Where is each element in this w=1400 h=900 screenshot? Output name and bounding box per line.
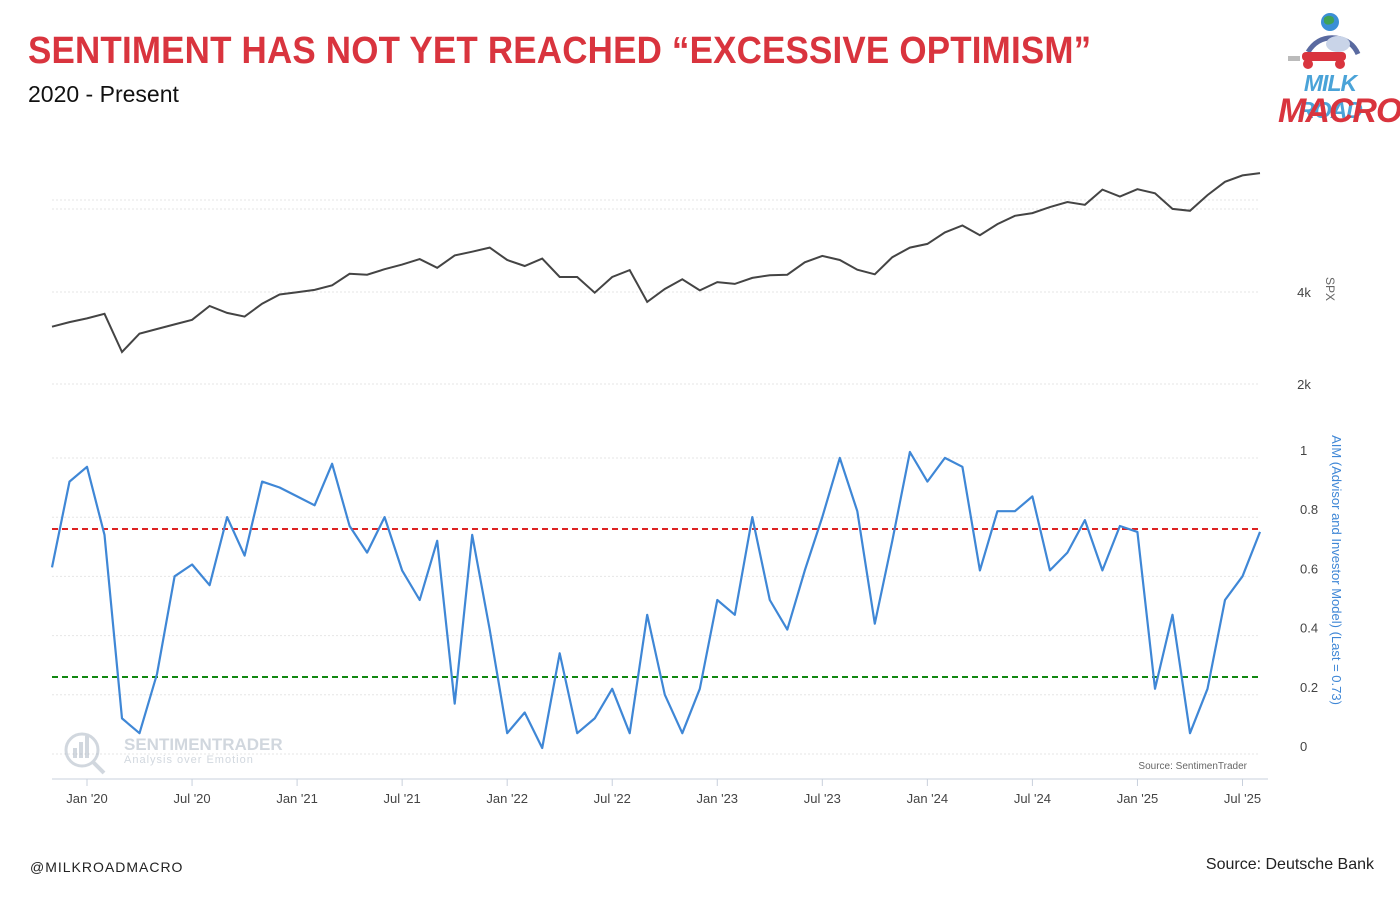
page-title: SENTIMENT HAS NOT YET REACHED “EXCESSIVE… [28, 30, 1092, 72]
aim-tick-label: 0 [1300, 739, 1307, 754]
aim-tick-label: 0.8 [1300, 502, 1318, 517]
globe-rider-logo-icon [1288, 13, 1361, 69]
spx-tick-label: 4k [1297, 285, 1311, 300]
x-tick-label: Jul '25 [1224, 791, 1261, 806]
x-axis: Jan '20 Jul '20 Jan '21 Jul '21 Jan '22 Jul '… [66, 779, 1261, 806]
x-tick-label: Jan '20 [66, 791, 108, 806]
spx-tick-label: 2k [1297, 377, 1311, 392]
aim-tick-label: 1 [1300, 443, 1307, 458]
aim-panel: 0 0.2 0.4 0.6 0.8 1 AIM (Advisor and Investor … [50, 435, 1344, 754]
logo-text-top: MILK ROAD [1298, 70, 1363, 123]
spx-axis-label: SPX [1323, 277, 1337, 301]
aim-series-line [50, 450, 1262, 750]
x-tick-label: Jan '25 [1117, 791, 1159, 806]
milk-road-macro-logo: MILK ROAD MACRO [1278, 8, 1400, 130]
logo-text-bottom: MACRO [1278, 92, 1400, 130]
watermark-name: SENTIMENTRADER [124, 735, 283, 754]
spx-series-line [51, 172, 1261, 354]
x-tick-label: Jan '22 [486, 791, 528, 806]
footer-handle: @MILKROADMACRO [30, 859, 184, 875]
x-tick-label: Jan '21 [276, 791, 318, 806]
aim-tick-label: 0.6 [1300, 561, 1318, 576]
x-tick-label: Jul '24 [1014, 791, 1051, 806]
watermark: SENTIMENTRADER Analysis over Emotion [64, 732, 283, 775]
aim-tick-label: 0.4 [1300, 621, 1318, 636]
x-tick-label: Jan '24 [907, 791, 949, 806]
x-tick-label: Jul '21 [384, 791, 421, 806]
aim-axis-label: AIM (Advisor and Investor Model) (Last =… [1329, 435, 1344, 705]
aim-tick-label: 0.2 [1300, 680, 1318, 695]
watermark-tagline: Analysis over Emotion [124, 754, 254, 766]
x-tick-label: Jul '22 [594, 791, 631, 806]
gridlines [52, 199, 1268, 780]
x-tick-label: Jan '23 [697, 791, 739, 806]
chart-source-label: Source: SentimenTrader [1138, 761, 1247, 772]
x-tick-label: Jul '20 [173, 791, 210, 806]
page-subtitle: 2020 - Present [28, 81, 179, 107]
x-tick-label: Jul '23 [804, 791, 841, 806]
footer-source: Source: Deutsche Bank [1205, 856, 1374, 873]
spx-panel: 4k 2k SPX [51, 172, 1337, 392]
